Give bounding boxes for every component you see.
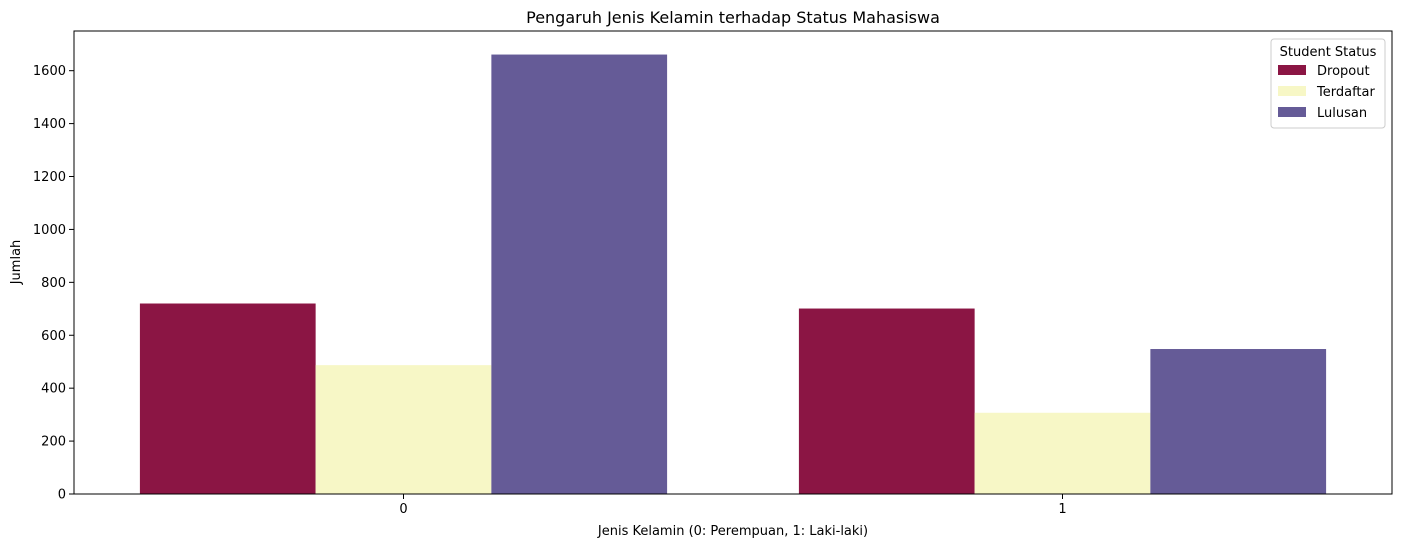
chart-title: Pengaruh Jenis Kelamin terhadap Status M… <box>526 8 940 27</box>
y-tick-label: 1000 <box>33 223 66 238</box>
plot-area-frame <box>73 30 1393 495</box>
legend-label-dropout: Dropout <box>1317 64 1370 79</box>
y-tick-label: 800 <box>41 276 66 291</box>
x-axis-label: Jenis Kelamin (0: Perempuan, 1: Laki-lak… <box>597 524 868 539</box>
bar-dropout-0 <box>139 303 316 494</box>
bar-lulusan-1 <box>1150 349 1327 494</box>
legend-title: Student Status <box>1280 45 1377 60</box>
y-axis: 0 200 400 600 800 1000 1200 1400 1600 <box>33 64 74 503</box>
legend: Student Status Dropout Terdaftar Lulusan <box>1270 38 1386 129</box>
legend-label-terdaftar: Terdaftar <box>1316 85 1375 100</box>
y-tick-label: 1600 <box>33 64 66 79</box>
legend-swatch-dropout <box>1278 65 1306 75</box>
y-tick-label: 0 <box>58 488 66 503</box>
legend-swatch-terdaftar <box>1278 86 1306 96</box>
x-tick-label: 1 <box>1058 502 1066 517</box>
bar-dropout-1 <box>798 308 975 494</box>
x-tick-label: 0 <box>399 502 407 517</box>
bar-terdaftar-1 <box>974 412 1151 494</box>
y-tick-label: 600 <box>41 329 66 344</box>
y-tick-label: 200 <box>41 435 66 450</box>
bars-layer <box>139 54 1327 495</box>
bar-lulusan-0 <box>491 54 668 495</box>
legend-items: Dropout Terdaftar Lulusan <box>1278 64 1375 121</box>
legend-label-lulusan: Lulusan <box>1317 106 1367 121</box>
y-tick-label: 1200 <box>33 170 66 185</box>
y-axis-label: Jumlah <box>9 240 24 286</box>
bar-terdaftar-0 <box>315 365 492 494</box>
legend-swatch-lulusan <box>1278 107 1306 117</box>
y-tick-label: 1400 <box>33 117 66 132</box>
y-tick-label: 400 <box>41 382 66 397</box>
legend-frame <box>1270 38 1386 129</box>
